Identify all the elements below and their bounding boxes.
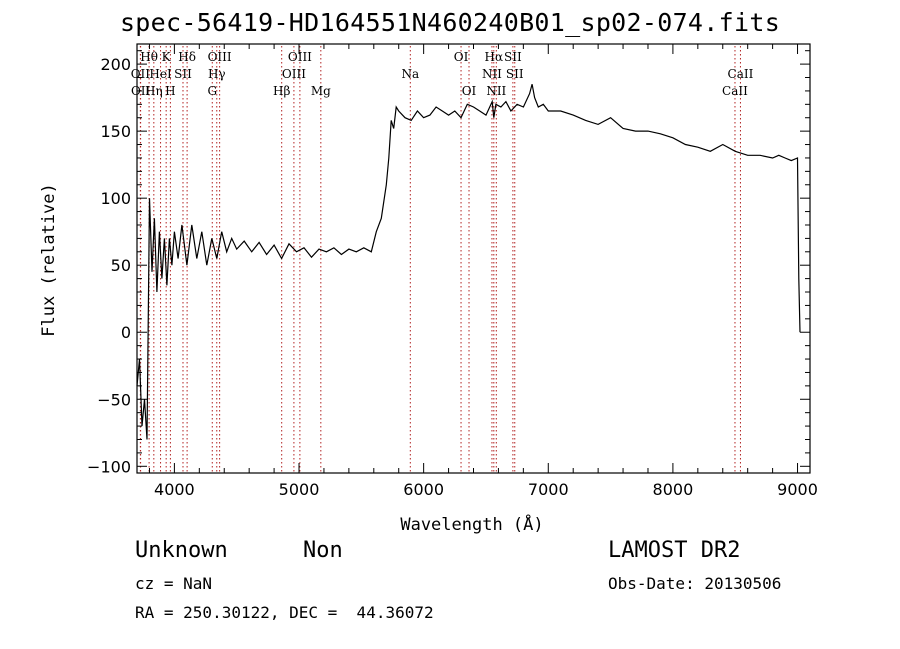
line-label: OII bbox=[131, 67, 151, 81]
line-label: CaII bbox=[722, 84, 748, 98]
line-label: OI bbox=[454, 50, 469, 64]
line-label: SII bbox=[504, 50, 522, 64]
y-tick-label: −50 bbox=[97, 390, 131, 409]
spectrum-line bbox=[136, 84, 801, 440]
axis-ticks: 4000 5000 6000 7000 8000 9000 −100 −50 0 50 100 150… bbox=[87, 44, 818, 499]
y-tick-label: 200 bbox=[100, 55, 131, 74]
line-label: Hδ bbox=[178, 50, 196, 64]
x-tick-label: 8000 bbox=[653, 480, 694, 499]
object-subclass: Non bbox=[303, 538, 343, 563]
x-axis-label: Wavelength (Å) bbox=[400, 513, 543, 535]
chart-title: spec-56419-HD164551N460240B01_sp02-074.f… bbox=[119, 8, 781, 37]
y-axis-label: Flux (relative) bbox=[39, 183, 59, 337]
line-label: Mg bbox=[311, 84, 331, 98]
line-label: SII bbox=[174, 67, 192, 81]
line-label: OIII bbox=[282, 67, 306, 81]
line-label: H bbox=[165, 84, 175, 98]
line-label: OII bbox=[131, 84, 151, 98]
x-tick-label: 9000 bbox=[777, 480, 818, 499]
redshift-cz: cz = NaN bbox=[135, 574, 213, 593]
y-tick-label: 0 bbox=[121, 323, 131, 342]
line-label: CaII bbox=[728, 67, 754, 81]
plot-frame bbox=[136, 43, 811, 474]
line-label: Na bbox=[401, 67, 419, 81]
line-label: Hβ bbox=[273, 84, 290, 98]
line-label: K bbox=[162, 50, 172, 64]
observation-date: Obs-Date: 20130506 bbox=[608, 574, 782, 593]
survey-name: LAMOST DR2 bbox=[608, 538, 741, 563]
line-label: HeI bbox=[149, 67, 172, 81]
x-tick-label: 5000 bbox=[279, 480, 320, 499]
line-label: Hα bbox=[485, 50, 504, 64]
y-tick-label: 150 bbox=[100, 122, 131, 141]
line-label: OI bbox=[462, 84, 477, 98]
line-label: NII bbox=[482, 67, 502, 81]
y-tick-label: 100 bbox=[100, 189, 131, 208]
line-label: G bbox=[207, 84, 217, 98]
line-label: NII bbox=[486, 84, 506, 98]
object-class: Unknown bbox=[135, 538, 228, 563]
y-tick-label: 50 bbox=[111, 256, 131, 275]
x-tick-label: 4000 bbox=[154, 480, 195, 499]
coordinates: RA = 250.30122, DEC = 44.36072 bbox=[135, 603, 434, 622]
line-label: OIII bbox=[208, 50, 232, 64]
y-tick-label: −100 bbox=[87, 457, 131, 476]
line-label: SII bbox=[506, 67, 524, 81]
line-label: Hθ bbox=[140, 50, 158, 64]
x-tick-label: 6000 bbox=[403, 480, 444, 499]
line-label: Hγ bbox=[208, 67, 226, 81]
x-tick-label: 7000 bbox=[528, 480, 569, 499]
line-label: OIII bbox=[288, 50, 312, 64]
line-label: Hη bbox=[145, 84, 163, 98]
